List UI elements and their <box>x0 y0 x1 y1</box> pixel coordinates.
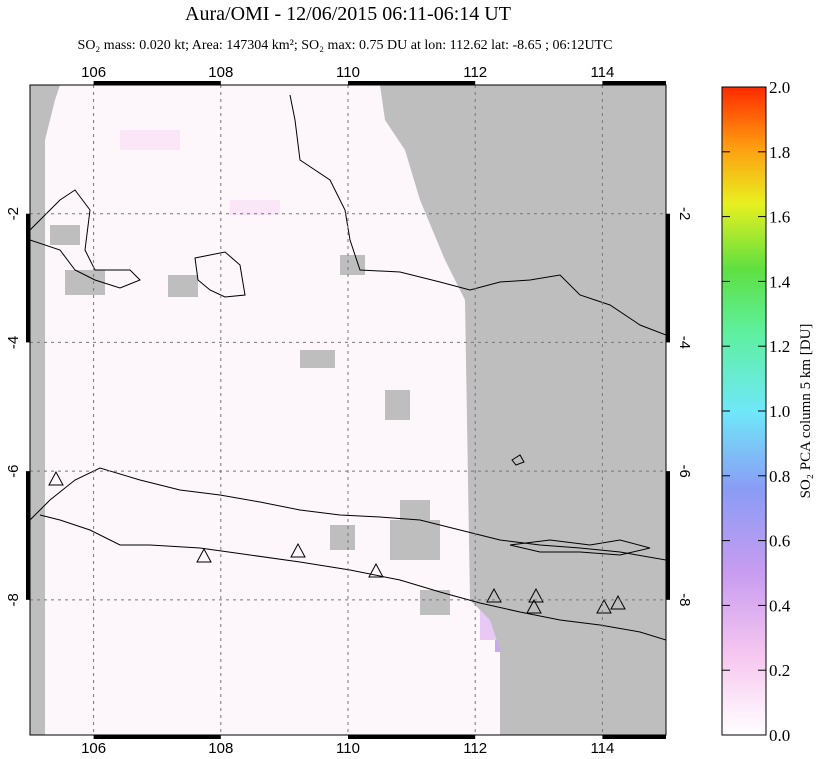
lat-tick-label: -4 <box>676 336 693 349</box>
lon-tick-label: 114 <box>590 740 614 757</box>
lat-tick-label: -8 <box>676 593 693 606</box>
frame-bar <box>26 471 30 600</box>
lat-tick-label: -6 <box>5 464 22 477</box>
frame-bar <box>348 81 476 85</box>
lon-tick-label: 108 <box>208 64 233 81</box>
lon-tick-label: 106 <box>81 64 106 81</box>
lon-tick-label: 108 <box>208 740 233 757</box>
frame-bar <box>602 735 666 739</box>
frame-bar <box>666 471 670 600</box>
frame-bar <box>26 213 30 343</box>
colorbar-tick-label: 0.2 <box>769 661 790 680</box>
lon-tick-label: 112 <box>463 740 487 757</box>
colorbar-tick-label: 2.0 <box>769 78 790 97</box>
frame-bar <box>348 735 476 739</box>
frame-bar <box>602 81 666 85</box>
lat-tick-label: -2 <box>5 207 22 220</box>
lon-tick-label: 110 <box>336 64 360 81</box>
lon-tick-label: 106 <box>81 740 106 757</box>
colorbar-tick-label: 1.0 <box>769 402 790 421</box>
coastlines <box>30 94 666 641</box>
frame-bar <box>93 735 221 739</box>
lon-tick-label: 110 <box>336 740 360 757</box>
colorbar-tick-label: 0.8 <box>769 467 790 486</box>
colorbar-tick-label: 0.4 <box>769 596 791 615</box>
frame-bar <box>93 81 221 85</box>
volcanoes <box>48 470 626 614</box>
graticule <box>30 85 666 735</box>
lon-tick-label: 114 <box>590 64 614 81</box>
subtitle: SO₂ mass: 0.020 kt; Area: 147304 km²; SO… <box>78 38 613 53</box>
lon-tick-label: 112 <box>463 64 487 81</box>
colorbar-tick-label: 1.4 <box>769 272 791 291</box>
colorbar-label: SO₂ PCA column 5 km [DU] <box>798 324 814 499</box>
lat-tick-label: -4 <box>5 336 22 349</box>
title: Aura/OMI - 12/06/2015 06:11-06:14 UT <box>185 3 511 25</box>
colorbar-tick-label: 0.0 <box>769 726 790 745</box>
lat-tick-label: -6 <box>676 464 693 477</box>
colorbar-tick-label: 1.6 <box>769 208 790 227</box>
no-data <box>30 85 666 735</box>
colorbar-tick-label: 0.6 <box>769 532 790 551</box>
colorbar-tick-label: 1.8 <box>769 143 790 162</box>
lat-tick-label: -8 <box>5 593 22 606</box>
frame-bar <box>666 213 670 343</box>
frame-bars <box>26 81 670 739</box>
colorbar-tick-label: 1.2 <box>769 337 790 356</box>
lat-tick-label: -2 <box>676 207 693 220</box>
